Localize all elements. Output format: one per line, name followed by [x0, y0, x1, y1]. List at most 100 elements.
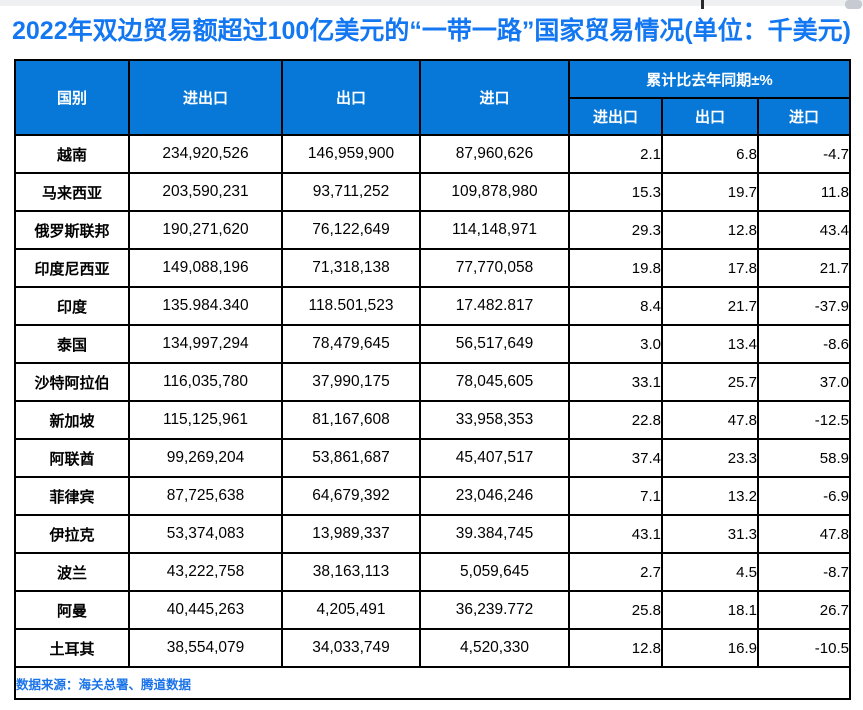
table-row: 泰国 134,997,294 78,479,645 56,517,649 3.0 13.4…: [14, 324, 851, 364]
cell-total: 135.984.340: [128, 286, 283, 326]
cell-yoy-export: 21.7: [661, 286, 759, 326]
cell-yoy-import: -8.7: [757, 552, 851, 592]
col-header-import: 进口: [419, 59, 570, 136]
cell-yoy-total: 29.3: [568, 210, 663, 250]
cell-yoy-import: 47.8: [757, 514, 851, 554]
cell-export: 53,861,687: [281, 438, 421, 478]
cell-yoy-import: -8.6: [757, 324, 851, 364]
cell-yoy-import: 37.0: [757, 362, 851, 402]
cell-yoy-export: 13.2: [661, 476, 759, 516]
table-header: 国别 进出口 出口 进口 累计比去年同期±% 进出口 出口 进口: [14, 59, 851, 136]
cell-import: 33,958,353: [419, 400, 570, 440]
cell-total: 190,271,620: [128, 210, 283, 250]
cell-country: 波兰: [14, 552, 130, 592]
cell-import: 87,960,626: [419, 134, 570, 174]
cell-import: 39.384,745: [419, 514, 570, 554]
cell-yoy-total: 37.4: [568, 438, 663, 478]
cell-yoy-total: 12.8: [568, 628, 663, 668]
table-row: 阿联酋 99,269,204 53,861,687 45,407,517 37.4 23.…: [14, 438, 851, 478]
cell-yoy-export: 16.9: [661, 628, 759, 668]
cell-yoy-total: 2.7: [568, 552, 663, 592]
cell-export: 13,989,337: [281, 514, 421, 554]
cell-yoy-total: 33.1: [568, 362, 663, 402]
cell-country: 阿联酋: [14, 438, 130, 478]
cell-export: 81,167,608: [281, 400, 421, 440]
cell-export: 71,318,138: [281, 248, 421, 288]
cell-yoy-export: 31.3: [661, 514, 759, 554]
cursor-artifact: [701, 0, 704, 9]
cell-yoy-export: 12.8: [661, 210, 759, 250]
cell-yoy-total: 2.1: [568, 134, 663, 174]
cell-total: 149,088,196: [128, 248, 283, 288]
cell-yoy-import: 58.9: [757, 438, 851, 478]
cell-total: 134,997,294: [128, 324, 283, 364]
cell-yoy-export: 4.5: [661, 552, 759, 592]
cell-yoy-import: -6.9: [757, 476, 851, 516]
cell-country: 新加坡: [14, 400, 130, 440]
cell-import: 45,407,517: [419, 438, 570, 478]
cell-yoy-total: 19.8: [568, 248, 663, 288]
cell-yoy-export: 23.3: [661, 438, 759, 478]
cell-total: 115,125,961: [128, 400, 283, 440]
cell-export: 38,163,113: [281, 552, 421, 592]
table-row: 伊拉克 53,374,083 13,989,337 39.384,745 43.1 31.…: [14, 514, 851, 554]
col-header-yoy-group: 累计比去年同期±%: [568, 59, 851, 99]
cell-country: 泰国: [14, 324, 130, 364]
cell-import: 109,878,980: [419, 172, 570, 212]
table-row: 沙特阿拉伯 116,035,780 37,990,175 78,045,605 33.1…: [14, 362, 851, 402]
table-body: 越南 234,920,526 146,959,900 87,960,626 2.1 6.8…: [14, 134, 851, 668]
cell-yoy-export: 47.8: [661, 400, 759, 440]
cell-country: 越南: [14, 134, 130, 174]
cell-country: 阿曼: [14, 590, 130, 630]
cell-export: 37,990,175: [281, 362, 421, 402]
cell-total: 99,269,204: [128, 438, 283, 478]
cell-country: 马来西亚: [14, 172, 130, 212]
table-row: 马来西亚 203,590,231 93,711,252 109,878,980 15.3…: [14, 172, 851, 212]
table-row: 俄罗斯联邦 190,271,620 76,122,649 114,148,971 29.…: [14, 210, 851, 250]
cell-yoy-total: 25.8: [568, 590, 663, 630]
cell-export: 76,122,649: [281, 210, 421, 250]
cell-total: 53,374,083: [128, 514, 283, 554]
table-row: 印度尼西亚 149,088,196 71,318,138 77,770,058 19.8…: [14, 248, 851, 288]
scrollbar-thumb[interactable]: [845, 0, 862, 9]
cell-import: 17.482.817: [419, 286, 570, 326]
cell-export: 78,479,645: [281, 324, 421, 364]
cell-export: 4,205,491: [281, 590, 421, 630]
cell-total: 87,725,638: [128, 476, 283, 516]
table-row: 波兰 43,222,758 38,163,113 5,059,645 2.7 4.5 -8.…: [14, 552, 851, 592]
table-row: 阿曼 40,445,263 4,205,491 36,239.772 25.8 18.1 2…: [14, 590, 851, 630]
cell-country: 土耳其: [14, 628, 130, 668]
cell-yoy-import: -37.9: [757, 286, 851, 326]
cell-yoy-export: 17.8: [661, 248, 759, 288]
cell-yoy-total: 7.1: [568, 476, 663, 516]
cell-yoy-export: 18.1: [661, 590, 759, 630]
cell-import: 77,770,058: [419, 248, 570, 288]
cell-import: 5,059,645: [419, 552, 570, 592]
cell-yoy-export: 6.8: [661, 134, 759, 174]
page-title: 2022年双边贸易额超过100亿美元的“一带一路”国家贸易情况(单位：千美元): [12, 17, 851, 45]
cell-yoy-total: 22.8: [568, 400, 663, 440]
cell-yoy-total: 3.0: [568, 324, 663, 364]
cell-export: 146,959,900: [281, 134, 421, 174]
cell-export: 118.501,523: [281, 286, 421, 326]
cell-country: 印度: [14, 286, 130, 326]
table-row: 菲律宾 87,725,638 64,679,392 23,046,246 7.1 13.2…: [14, 476, 851, 516]
col-header-country: 国别: [14, 59, 130, 136]
browser-top-strip: [0, 0, 863, 9]
cell-total: 40,445,263: [128, 590, 283, 630]
col-header-export: 出口: [281, 59, 421, 136]
col-header-yoy-export: 出口: [661, 97, 759, 136]
cell-country: 沙特阿拉伯: [14, 362, 130, 402]
cell-yoy-export: 19.7: [661, 172, 759, 212]
col-header-yoy-total: 进出口: [568, 97, 663, 136]
table-row: 印度 135.984.340 118.501,523 17.482.817 8.4 21.…: [14, 286, 851, 326]
table-row: 新加坡 115,125,961 81,167,608 33,958,353 22.8 47…: [14, 400, 851, 440]
cell-yoy-total: 15.3: [568, 172, 663, 212]
col-header-total: 进出口: [128, 59, 283, 136]
trade-table: 国别 进出口 出口 进口 累计比去年同期±% 进出口 出口 进口 越南 234,9…: [14, 59, 851, 700]
table-row: 土耳其 38,554,079 34,033,749 4,520,330 12.8 16.9…: [14, 628, 851, 668]
cell-export: 34,033,749: [281, 628, 421, 668]
col-header-yoy-import: 进口: [757, 97, 851, 136]
cell-yoy-import: -10.5: [757, 628, 851, 668]
cell-import: 4,520,330: [419, 628, 570, 668]
